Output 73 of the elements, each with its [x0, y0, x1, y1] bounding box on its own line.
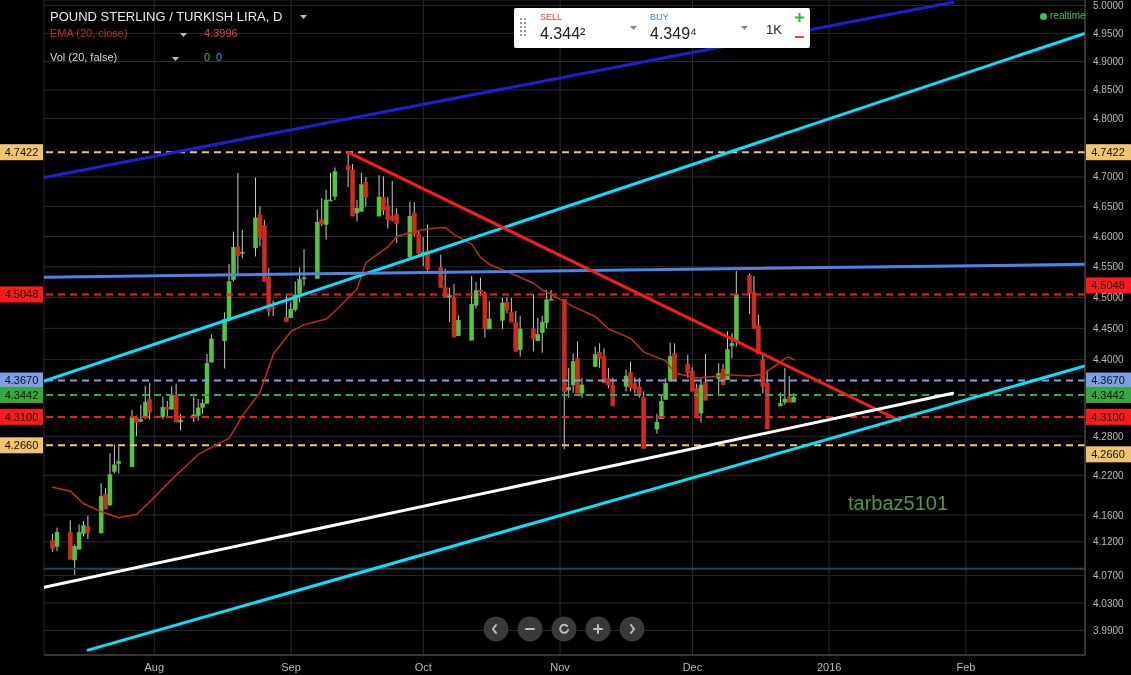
y-tick-label: 4.4000	[1093, 354, 1125, 366]
candlestick	[376, 174, 382, 217]
annotation: 0	[204, 51, 211, 63]
y-tick-label: 5.0000	[1093, 0, 1125, 12]
y-tick-label: 4.0300	[1093, 597, 1125, 609]
candlestick	[112, 444, 117, 474]
annotation: 4.344²	[540, 25, 586, 43]
y-tick-label: 4.9000	[1093, 56, 1125, 68]
x-tick-label: Oct	[414, 660, 432, 673]
text: 4.3442	[1091, 389, 1125, 401]
candlestick	[116, 446, 122, 474]
y-tick-label: 4.2800	[1093, 430, 1125, 442]
y-tick-label: 4.0700	[1093, 570, 1125, 582]
annotation: realtime	[1050, 10, 1086, 21]
x-tick-label: 2016	[816, 660, 842, 673]
candlestick	[517, 315, 523, 357]
candlestick	[103, 487, 108, 510]
y-tick-label: 4.4500	[1093, 322, 1125, 334]
ref-line-label: 4.7422	[4, 146, 39, 159]
ref-line-label: 4.5048	[4, 288, 39, 301]
candlestick	[191, 395, 197, 423]
annotation: 4.349⁴	[650, 25, 697, 43]
text: POUND STERLING / TURKISH LIRA, D	[50, 9, 283, 24]
x-tick-label: Dec	[682, 660, 703, 673]
candlestick	[782, 367, 788, 406]
candlestick	[500, 297, 505, 330]
text: 4.3100	[1091, 410, 1125, 423]
candlestick	[570, 352, 576, 394]
annotation: 0	[216, 51, 223, 63]
ref-line-label: 4.3442	[4, 389, 39, 401]
y-tick-label: 4.5500	[1093, 261, 1125, 273]
text: EMA (20, close)	[50, 27, 128, 39]
candlestick	[284, 294, 289, 322]
candlestick	[456, 314, 461, 337]
y-tick-label: 4.1600	[1093, 509, 1125, 521]
annotation: BUY	[650, 12, 669, 22]
y-tick-label: 4.1200	[1093, 536, 1125, 548]
y-tick-label: 4.6500	[1093, 201, 1125, 213]
ref-line-label: 4.2660	[4, 439, 39, 452]
candlestick	[240, 229, 245, 259]
x-tick-label: Sep	[281, 660, 301, 673]
candlestick	[787, 375, 792, 403]
candlestick	[363, 176, 369, 208]
y-tick-label: 4.7000	[1093, 171, 1125, 183]
candlestick	[487, 300, 492, 330]
candlestick	[447, 287, 452, 323]
text: 4.2660	[1091, 448, 1125, 461]
text: 4.3670	[1091, 374, 1125, 387]
annotation: 4.3996	[204, 27, 238, 39]
candlestick	[531, 293, 536, 352]
annotation: 1K	[766, 22, 782, 37]
candlestick	[147, 382, 152, 420]
ref-line-label: 4.3670	[4, 374, 39, 387]
candlestick	[319, 197, 324, 227]
y-tick-label: 4.5000	[1093, 291, 1125, 303]
ref-line-label: 4.3100	[4, 410, 39, 423]
y-tick-label: 4.8000	[1093, 113, 1125, 125]
x-tick-label: Nov	[550, 660, 571, 673]
y-tick-label: 4.8500	[1093, 84, 1125, 96]
annotation: SELL	[540, 12, 563, 22]
annotation: tarbaz5101	[848, 492, 949, 515]
x-tick-label: Feb	[956, 660, 976, 673]
text: 4.5048	[1091, 279, 1125, 292]
y-tick-label: 4.9500	[1093, 27, 1125, 39]
text: 4.7422	[1091, 146, 1125, 159]
y-tick-label: 4.6000	[1093, 231, 1125, 243]
x-tick-label: Aug	[144, 660, 165, 673]
candlestick	[54, 527, 60, 552]
y-tick-label: 3.9900	[1093, 625, 1125, 637]
annotation: Vol (20, false)	[50, 51, 118, 63]
candlestick	[579, 377, 585, 399]
candlestick	[195, 398, 201, 422]
y-tick-label: 4.2200	[1093, 469, 1125, 481]
